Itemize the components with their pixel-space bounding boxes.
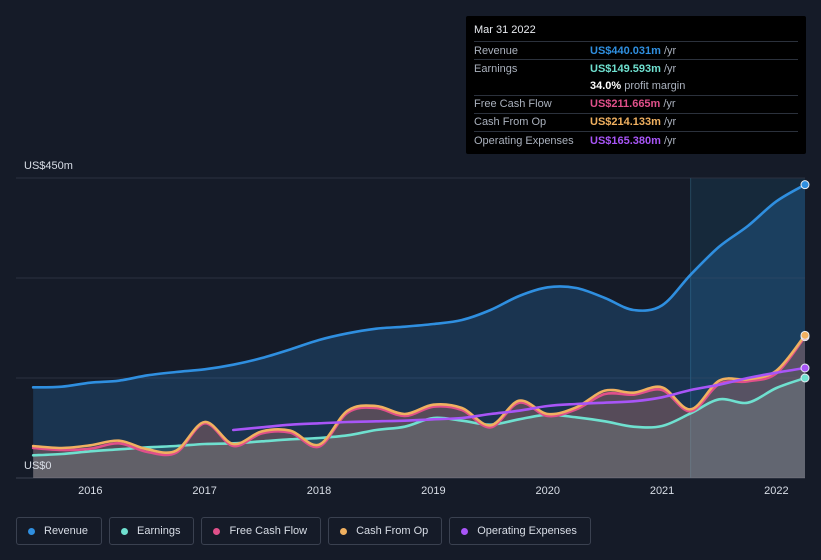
tooltip-row-value: US$214.133m xyxy=(590,116,661,129)
end-point-earnings xyxy=(800,373,810,383)
tooltip-row-label: Earnings xyxy=(474,62,518,75)
area-revenue xyxy=(33,184,806,478)
tooltip-row-label: Free Cash Flow xyxy=(474,98,552,111)
y-axis-bottom-label: US$0 xyxy=(24,460,52,472)
forecast-highlight-region xyxy=(690,178,805,478)
tooltip-row-unit: /yr xyxy=(663,116,677,129)
tooltip-row-label: Cash From Op xyxy=(474,116,547,129)
tooltip-row-unit: /yr xyxy=(663,62,677,75)
area-earnings xyxy=(33,378,806,478)
end-point-revenue xyxy=(800,180,810,190)
line-operating-expenses xyxy=(231,366,807,432)
legend-dot-icon xyxy=(340,527,348,535)
legend-item-revenue[interactable]: Revenue xyxy=(16,517,103,545)
tooltip-row: Free Cash Flow US$211.665m/yr xyxy=(474,94,798,113)
x-tick-label: 2021 xyxy=(649,485,675,497)
grid-lines xyxy=(16,177,805,479)
legend-dot-icon xyxy=(213,527,221,535)
end-point-operating-expenses xyxy=(800,363,810,373)
tooltip-row-value: 34.0% xyxy=(590,79,622,92)
y-axis-top-label: US$450m xyxy=(24,160,73,172)
tooltip-row-label: Revenue xyxy=(474,44,519,57)
x-tick-label: 2022 xyxy=(764,485,789,497)
tooltip-row: Operating Expenses US$165.380m/yr xyxy=(474,130,798,149)
series-lines xyxy=(31,183,807,457)
legend-item-earnings[interactable]: Earnings xyxy=(109,517,195,545)
legend-label: Revenue xyxy=(44,525,89,537)
line-free-cash-flow xyxy=(31,335,807,457)
legend-dot-icon xyxy=(461,527,469,535)
legend-item-operating-expenses[interactable]: Operating Expenses xyxy=(449,517,591,545)
legend: Revenue Earnings Free Cash Flow Cash From O… xyxy=(16,517,591,545)
end-point-cash-from-op xyxy=(800,330,810,340)
series-areas xyxy=(33,184,806,478)
tooltip-row-unit: profit margin xyxy=(624,79,686,92)
tooltip-row: Earnings US$149.593m/yr xyxy=(474,59,798,77)
x-tick-label: 2018 xyxy=(306,485,332,497)
tooltip-row-label: Operating Expenses xyxy=(474,134,574,147)
legend-item-free-cash-flow[interactable]: Free Cash Flow xyxy=(201,517,322,545)
tooltip-row-unit: /yr xyxy=(663,134,677,147)
tooltip-row: Revenue US$440.031m/yr xyxy=(474,41,798,59)
x-tick-label: 2019 xyxy=(421,485,446,497)
line-earnings xyxy=(31,376,807,457)
x-tick-label: 2020 xyxy=(535,485,560,497)
tooltip-row-value: US$440.031m xyxy=(590,44,661,57)
x-tick-label: 2017 xyxy=(192,485,217,497)
tooltip-date: Mar 31 2022 xyxy=(474,24,536,36)
tooltip-row: Cash From Op US$214.133m/yr xyxy=(474,112,798,131)
line-cash-from-op xyxy=(31,334,807,454)
tooltip-row-value: US$211.665m xyxy=(590,98,661,111)
legend-label: Operating Expenses xyxy=(477,525,577,537)
tooltip-row-value: US$165.380m xyxy=(590,134,661,147)
legend-dot-icon xyxy=(28,527,35,535)
tooltip-row-unit: /yr xyxy=(663,98,676,111)
tooltip-row-unit: /yr xyxy=(663,44,677,57)
legend-dot-icon xyxy=(121,527,129,535)
series-end-points xyxy=(800,180,810,383)
x-tick-label: 2016 xyxy=(78,485,103,497)
tooltip-row-value: US$149.593m xyxy=(590,62,661,75)
line-revenue xyxy=(31,183,807,389)
legend-label: Earnings xyxy=(137,525,181,537)
tooltip-row: 34.0% profit margin xyxy=(474,77,798,94)
data-tooltip: Mar 31 2022 Revenue US$440.031m/yr Earning… xyxy=(466,16,806,154)
legend-label: Free Cash Flow xyxy=(229,525,308,537)
legend-label: Cash From Op xyxy=(356,525,429,537)
legend-item-cash-from-op[interactable]: Cash From Op xyxy=(328,517,443,545)
